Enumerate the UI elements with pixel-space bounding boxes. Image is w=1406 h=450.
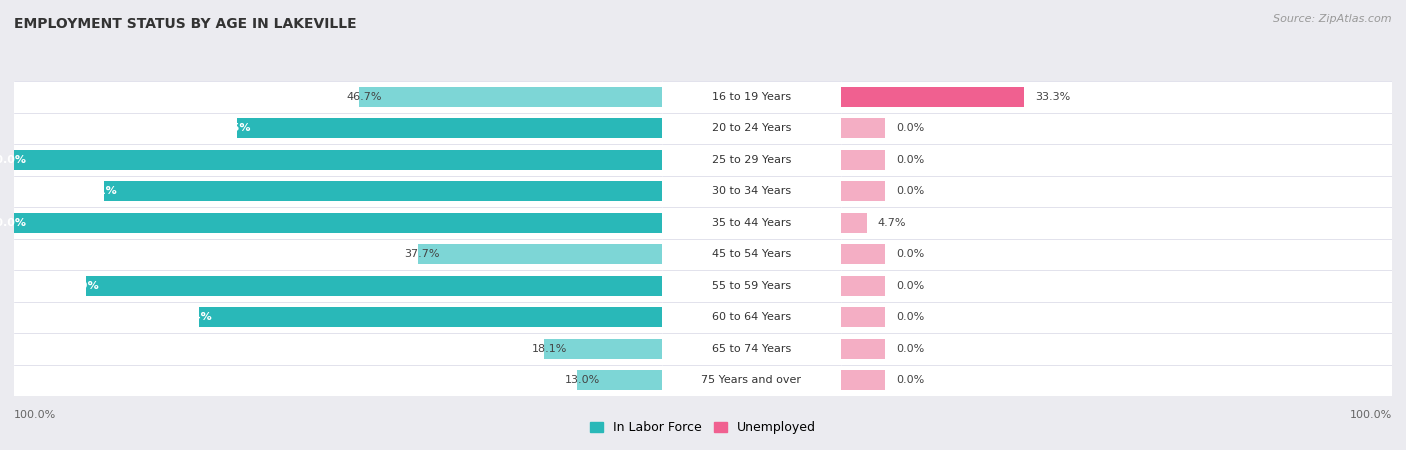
Bar (14, 302, 662, 333)
Bar (662, 238, 841, 270)
Bar (841, 118, 884, 138)
Text: 46.7%: 46.7% (346, 92, 382, 102)
Text: 30 to 34 Years: 30 to 34 Years (711, 186, 790, 196)
Bar (841, 333, 1392, 364)
Bar (104, 181, 662, 201)
Text: 100.0%: 100.0% (14, 410, 56, 419)
Text: 65 to 74 Years: 65 to 74 Years (711, 344, 790, 354)
Text: 45 to 54 Years: 45 to 54 Years (711, 249, 790, 259)
Bar (662, 207, 841, 238)
Text: 86.1%: 86.1% (79, 186, 117, 196)
Bar (14, 150, 662, 170)
Text: 0.0%: 0.0% (896, 344, 924, 354)
Text: 0.0%: 0.0% (896, 155, 924, 165)
Bar (841, 112, 1392, 144)
Bar (14, 176, 662, 207)
Bar (662, 302, 841, 333)
Bar (841, 238, 1392, 270)
Bar (578, 370, 662, 390)
Bar (662, 176, 841, 207)
Bar (841, 150, 884, 170)
Bar (841, 270, 1392, 302)
Bar (86, 276, 662, 296)
Bar (662, 81, 841, 112)
Text: 100.0%: 100.0% (0, 218, 27, 228)
Text: 75 Years and over: 75 Years and over (702, 375, 801, 385)
Text: 65.5%: 65.5% (212, 123, 250, 133)
Text: 25 to 29 Years: 25 to 29 Years (711, 155, 792, 165)
Text: 0.0%: 0.0% (896, 123, 924, 133)
Text: 20 to 24 Years: 20 to 24 Years (711, 123, 792, 133)
Bar (841, 144, 1392, 176)
Bar (14, 112, 662, 144)
Legend: In Labor Force, Unemployed: In Labor Force, Unemployed (585, 416, 821, 439)
Bar (14, 364, 662, 396)
Bar (841, 81, 1392, 112)
Bar (200, 307, 662, 327)
Bar (14, 333, 662, 364)
Bar (841, 307, 884, 327)
Text: 100.0%: 100.0% (0, 155, 27, 165)
Bar (841, 276, 884, 296)
Text: 88.9%: 88.9% (60, 281, 98, 291)
Bar (544, 339, 662, 359)
Text: 13.0%: 13.0% (565, 375, 600, 385)
Bar (359, 87, 662, 107)
Bar (841, 213, 866, 233)
Bar (662, 364, 841, 396)
Text: Source: ZipAtlas.com: Source: ZipAtlas.com (1274, 14, 1392, 23)
Text: 71.4%: 71.4% (173, 312, 212, 322)
Bar (841, 302, 1392, 333)
Text: 0.0%: 0.0% (896, 186, 924, 196)
Bar (662, 333, 841, 364)
Bar (14, 207, 662, 238)
Bar (841, 364, 1392, 396)
Bar (841, 207, 1392, 238)
Text: 18.1%: 18.1% (531, 344, 567, 354)
Bar (14, 238, 662, 270)
Text: EMPLOYMENT STATUS BY AGE IN LAKEVILLE: EMPLOYMENT STATUS BY AGE IN LAKEVILLE (14, 18, 357, 32)
Text: 37.7%: 37.7% (405, 249, 440, 259)
Text: 0.0%: 0.0% (896, 312, 924, 322)
Bar (841, 339, 884, 359)
Bar (14, 81, 662, 112)
Bar (238, 118, 662, 138)
Text: 100.0%: 100.0% (1350, 410, 1392, 419)
Text: 33.3%: 33.3% (1035, 92, 1070, 102)
Text: 0.0%: 0.0% (896, 249, 924, 259)
Bar (14, 270, 662, 302)
Text: 4.7%: 4.7% (877, 218, 907, 228)
Bar (14, 213, 662, 233)
Text: 35 to 44 Years: 35 to 44 Years (711, 218, 790, 228)
Bar (841, 370, 884, 390)
Text: 55 to 59 Years: 55 to 59 Years (711, 281, 790, 291)
Bar (841, 176, 1392, 207)
Text: 60 to 64 Years: 60 to 64 Years (711, 312, 790, 322)
Bar (14, 144, 662, 176)
Bar (841, 87, 1025, 107)
Text: 0.0%: 0.0% (896, 281, 924, 291)
Bar (418, 244, 662, 264)
Text: 0.0%: 0.0% (896, 375, 924, 385)
Bar (662, 112, 841, 144)
Bar (841, 181, 884, 201)
Bar (662, 270, 841, 302)
Bar (662, 144, 841, 176)
Bar (841, 244, 884, 264)
Text: 16 to 19 Years: 16 to 19 Years (711, 92, 790, 102)
